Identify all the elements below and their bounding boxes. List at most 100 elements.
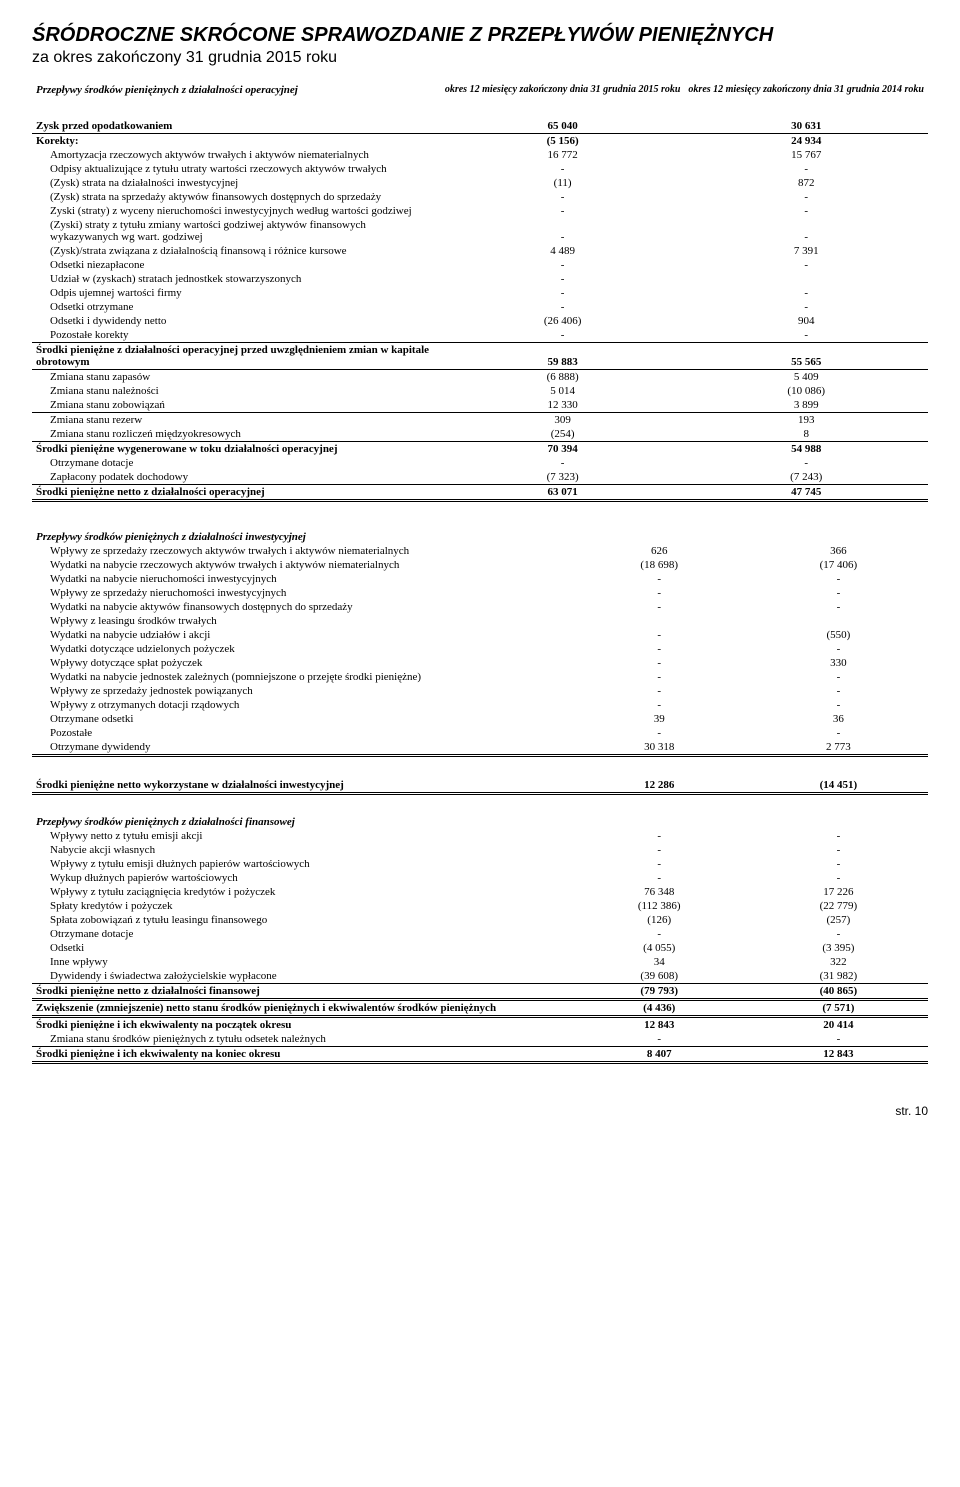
- row-v2: -: [749, 871, 928, 885]
- row-label: Wydatki na nabycie udziałów i akcji: [32, 628, 570, 642]
- row-label: Odsetki otrzymane: [32, 300, 441, 314]
- row-v2: (550): [749, 628, 928, 642]
- row-v1: -: [441, 456, 685, 470]
- row-label: Zapłacony podatek dochodowy: [32, 470, 441, 485]
- row-v1: -: [570, 726, 749, 740]
- investing-table: Przepływy środków pieniężnych z działaln…: [32, 530, 928, 795]
- row-label: Odsetki i dywidendy netto: [32, 314, 441, 328]
- row-label: Nabycie akcji własnych: [32, 843, 570, 857]
- operating-table: Przepływy środków pieniężnych z działaln…: [32, 83, 928, 502]
- row-label: Zwiększenie (zmniejszenie) netto stanu ś…: [32, 999, 570, 1016]
- row-label: Wpływy dotyczące spłat pożyczek: [32, 656, 570, 670]
- row-label: Wydatki na nabycie aktywów finansowych d…: [32, 600, 570, 614]
- row-v2: 55 565: [684, 343, 928, 370]
- row-label: Otrzymane dotacje: [32, 456, 441, 470]
- row-v2: -: [684, 286, 928, 300]
- row-v2: -: [749, 684, 928, 698]
- row-label: Wydatki na nabycie nieruchomości inwesty…: [32, 572, 570, 586]
- fin-heading: Przepływy środków pieniężnych z działaln…: [32, 815, 570, 829]
- row-v2: -: [749, 586, 928, 600]
- row-v2: 3 899: [684, 398, 928, 413]
- row-label: Odsetki: [32, 941, 570, 955]
- row-v2: 12 843: [749, 1046, 928, 1062]
- row-v1: (126): [570, 913, 749, 927]
- row-label: Spłaty kredytów i pożyczek: [32, 899, 570, 913]
- row-v2: 872: [684, 176, 928, 190]
- row-v1: -: [570, 843, 749, 857]
- row-label: Środki pieniężne netto wykorzystane w dz…: [32, 778, 570, 794]
- row-v2: -: [749, 600, 928, 614]
- row-v1: -: [441, 300, 685, 314]
- row-v1: 39: [570, 712, 749, 726]
- col-header-1: okres 12 miesięcy zakończony dnia 31 gru…: [441, 83, 685, 97]
- row-v1: (18 698): [570, 558, 749, 572]
- row-label: Środki pieniężne netto z działalności fi…: [32, 983, 570, 999]
- row-label: Pozostałe: [32, 726, 570, 740]
- row-label: Otrzymane dywidendy: [32, 740, 570, 756]
- row-v2: -: [749, 1032, 928, 1047]
- row-v1: (11): [441, 176, 685, 190]
- row-v1: -: [441, 286, 685, 300]
- row-v1: 12 330: [441, 398, 685, 413]
- financing-table: Przepływy środków pieniężnych z działaln…: [32, 815, 928, 1064]
- row-label: Zyski (straty) z wyceny nieruchomości in…: [32, 204, 441, 218]
- row-v2: -: [749, 857, 928, 871]
- row-v1: -: [570, 670, 749, 684]
- row-label: Wpływy z otrzymanych dotacji rządowych: [32, 698, 570, 712]
- row-v2: (14 451): [749, 778, 928, 794]
- row-label: Wpływy ze sprzedaży rzeczowych aktywów t…: [32, 544, 570, 558]
- row-v1: (79 793): [570, 983, 749, 999]
- row-label: Wydatki na nabycie jednostek zależnych (…: [32, 670, 570, 684]
- row-v1: 5 014: [441, 384, 685, 398]
- row-v2: -: [749, 670, 928, 684]
- row-label: Wpływy ze sprzedaży jednostek powiązanyc…: [32, 684, 570, 698]
- row-v1: -: [441, 204, 685, 218]
- row-label: Wydatki dotyczące udzielonych pożyczek: [32, 642, 570, 656]
- row-v1: 65 040: [441, 119, 685, 134]
- row-v2: -: [684, 258, 928, 272]
- row-label: Inne wpływy: [32, 955, 570, 969]
- row-v1: 12 286: [570, 778, 749, 794]
- row-v1: (7 323): [441, 470, 685, 485]
- row-v2: 47 745: [684, 485, 928, 501]
- row-v2: (40 865): [749, 983, 928, 999]
- row-v2: 20 414: [749, 1016, 928, 1032]
- row-v1: -: [570, 927, 749, 941]
- row-v1: 30 318: [570, 740, 749, 756]
- row-v1: 4 489: [441, 244, 685, 258]
- row-v1: 16 772: [441, 148, 685, 162]
- row-v1: (4 436): [570, 999, 749, 1016]
- row-v2: (31 982): [749, 969, 928, 984]
- row-v1: (254): [441, 427, 685, 442]
- row-v1: -: [570, 684, 749, 698]
- row-label: Środki pieniężne i ich ekwiwalenty na po…: [32, 1016, 570, 1032]
- row-label: Korekty:: [32, 134, 441, 149]
- row-v2: -: [684, 218, 928, 244]
- row-v2: -: [684, 328, 928, 343]
- row-v2: 2 773: [749, 740, 928, 756]
- row-v2: 330: [749, 656, 928, 670]
- row-v1: -: [570, 698, 749, 712]
- row-label: Odpis ujemnej wartości firmy: [32, 286, 441, 300]
- row-label: Wydatki na nabycie rzeczowych aktywów tr…: [32, 558, 570, 572]
- page-number: str. 10: [32, 1104, 928, 1118]
- row-v1: -: [570, 829, 749, 843]
- row-label: Wykup dłużnych papierów wartościowych: [32, 871, 570, 885]
- row-v2: 24 934: [684, 134, 928, 149]
- row-v1: [570, 614, 749, 628]
- row-label: Wpływy z leasingu środków trwałych: [32, 614, 570, 628]
- row-v2: -: [749, 927, 928, 941]
- row-v2: (22 779): [749, 899, 928, 913]
- row-v1: (6 888): [441, 370, 685, 385]
- row-v1: (26 406): [441, 314, 685, 328]
- row-v2: -: [749, 829, 928, 843]
- row-v1: -: [570, 857, 749, 871]
- row-label: Zysk przed opodatkowaniem: [32, 119, 441, 134]
- row-v1: 626: [570, 544, 749, 558]
- row-label: Zmiana stanu należności: [32, 384, 441, 398]
- row-v1: -: [441, 272, 685, 286]
- row-label: Zmiana stanu zapasów: [32, 370, 441, 385]
- row-label: (Zysk)/strata związana z działalnością f…: [32, 244, 441, 258]
- row-v1: 8 407: [570, 1046, 749, 1062]
- row-label: Zmiana stanu rozliczeń międzyokresowych: [32, 427, 441, 442]
